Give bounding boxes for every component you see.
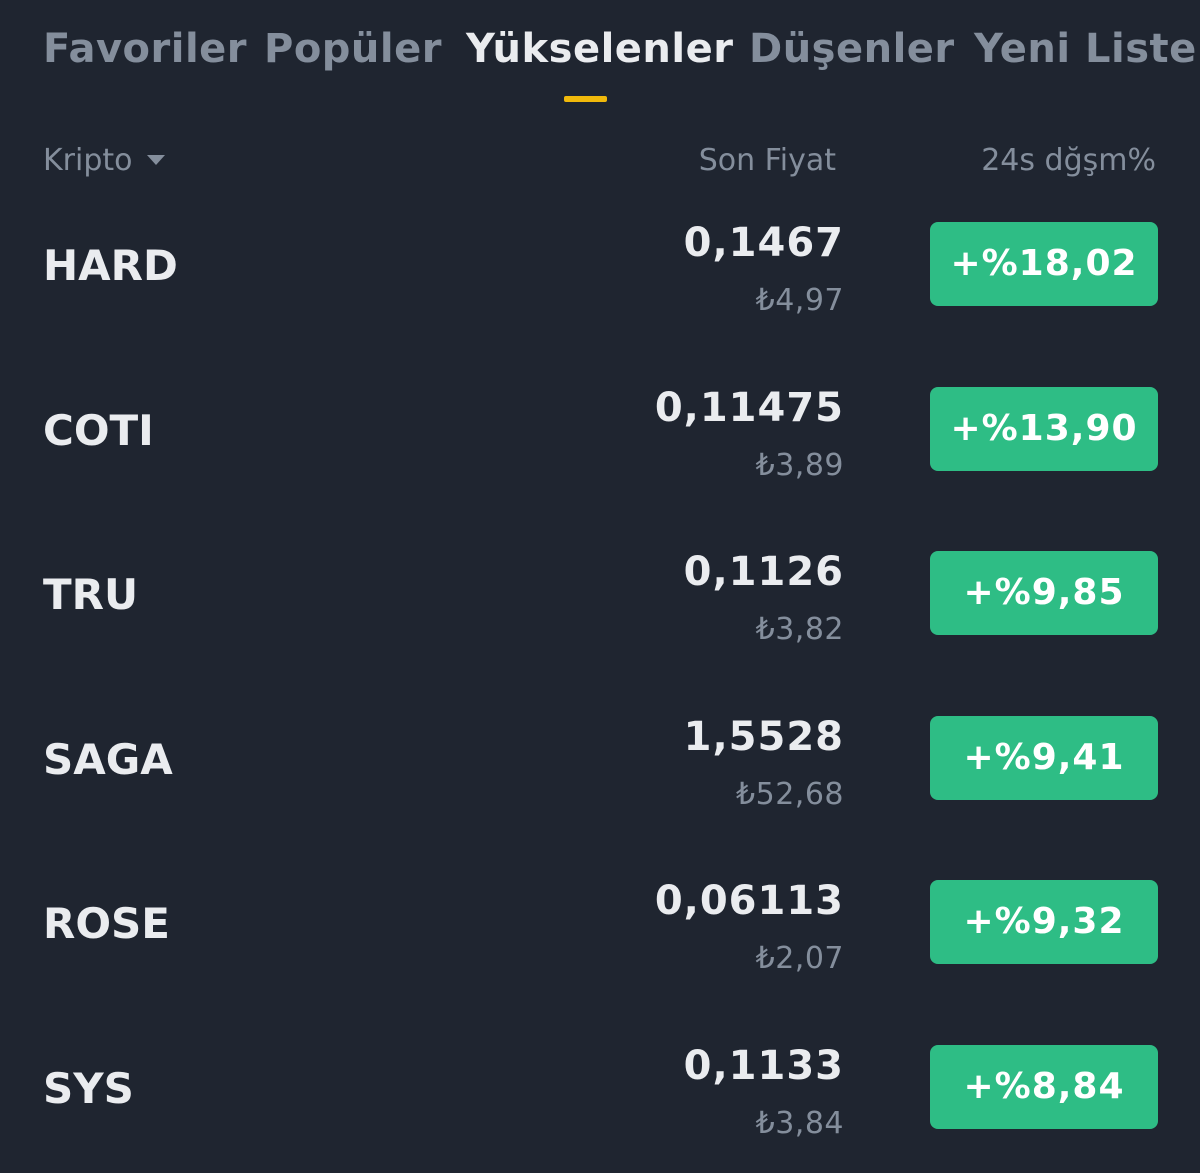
fiat-price: ₺3,84 [755,1105,844,1141]
symbol-label: SYS [43,1063,134,1113]
market-row-hard[interactable]: HARD 0,1467 ₺4,97 +%18,02 [0,195,1200,360]
last-price: 0,1133 [683,1042,844,1089]
fiat-price: ₺2,07 [755,941,844,977]
last-price: 1,5528 [683,713,844,760]
price-column-header[interactable]: Son Fiyat [698,143,836,178]
last-price: 0,1126 [683,549,844,596]
last-price: 0,1467 [683,220,844,266]
market-row-saga[interactable]: SAGA 1,5528 ₺52,68 +%9,41 [0,689,1200,854]
symbol-label: ROSE [43,899,170,949]
crypto-column-header[interactable]: Kripto [43,142,165,180]
market-row-sys[interactable]: SYS 0,1133 ₺3,84 +%8,84 [0,1018,1200,1173]
fiat-price: ₺3,89 [755,447,844,483]
tab-gainers[interactable]: Yükselenler [466,26,734,72]
market-row-tru[interactable]: TRU 0,1126 ₺3,82 +%9,85 [0,524,1200,689]
fiat-price: ₺52,68 [736,776,844,812]
change-badge[interactable]: +%9,32 [930,880,1158,965]
market-row-coti[interactable]: COTI 0,11475 ₺3,89 +%13,90 [0,360,1200,525]
change-badge[interactable]: +%18,02 [930,222,1158,306]
last-price: 0,06113 [654,878,844,925]
change-badge[interactable]: +%9,85 [930,551,1158,636]
market-tabs: Favoriler Popüler Yükselenler Düşenler Y… [0,0,1200,110]
symbol-label: TRU [43,570,139,620]
symbol-label: SAGA [43,734,173,784]
change-badge[interactable]: +%8,84 [930,1044,1158,1129]
last-price: 0,11475 [654,384,844,431]
fiat-price: ₺4,97 [755,283,844,318]
tab-new-listings[interactable]: Yeni Listele [974,26,1200,72]
fiat-price: ₺3,82 [755,612,844,648]
crypto-column-label: Kripto [43,143,133,178]
change-badge[interactable]: +%9,41 [930,715,1158,800]
market-list: HARD 0,1467 ₺4,97 +%18,02 COTI 0,11475 ₺… [0,195,1200,1173]
symbol-label: HARD [43,241,178,290]
change-badge[interactable]: +%13,90 [930,386,1158,471]
active-tab-indicator [564,96,607,102]
market-row-rose[interactable]: ROSE 0,06113 ₺2,07 +%9,32 [0,853,1200,1018]
tab-popular[interactable]: Popüler [264,26,442,72]
tab-losers[interactable]: Düşenler [749,26,955,72]
change-column-header[interactable]: 24s dğşm% [981,143,1156,178]
symbol-label: COTI [43,405,154,455]
caret-down-icon [146,155,165,165]
tab-favorites[interactable]: Favoriler [43,26,248,72]
